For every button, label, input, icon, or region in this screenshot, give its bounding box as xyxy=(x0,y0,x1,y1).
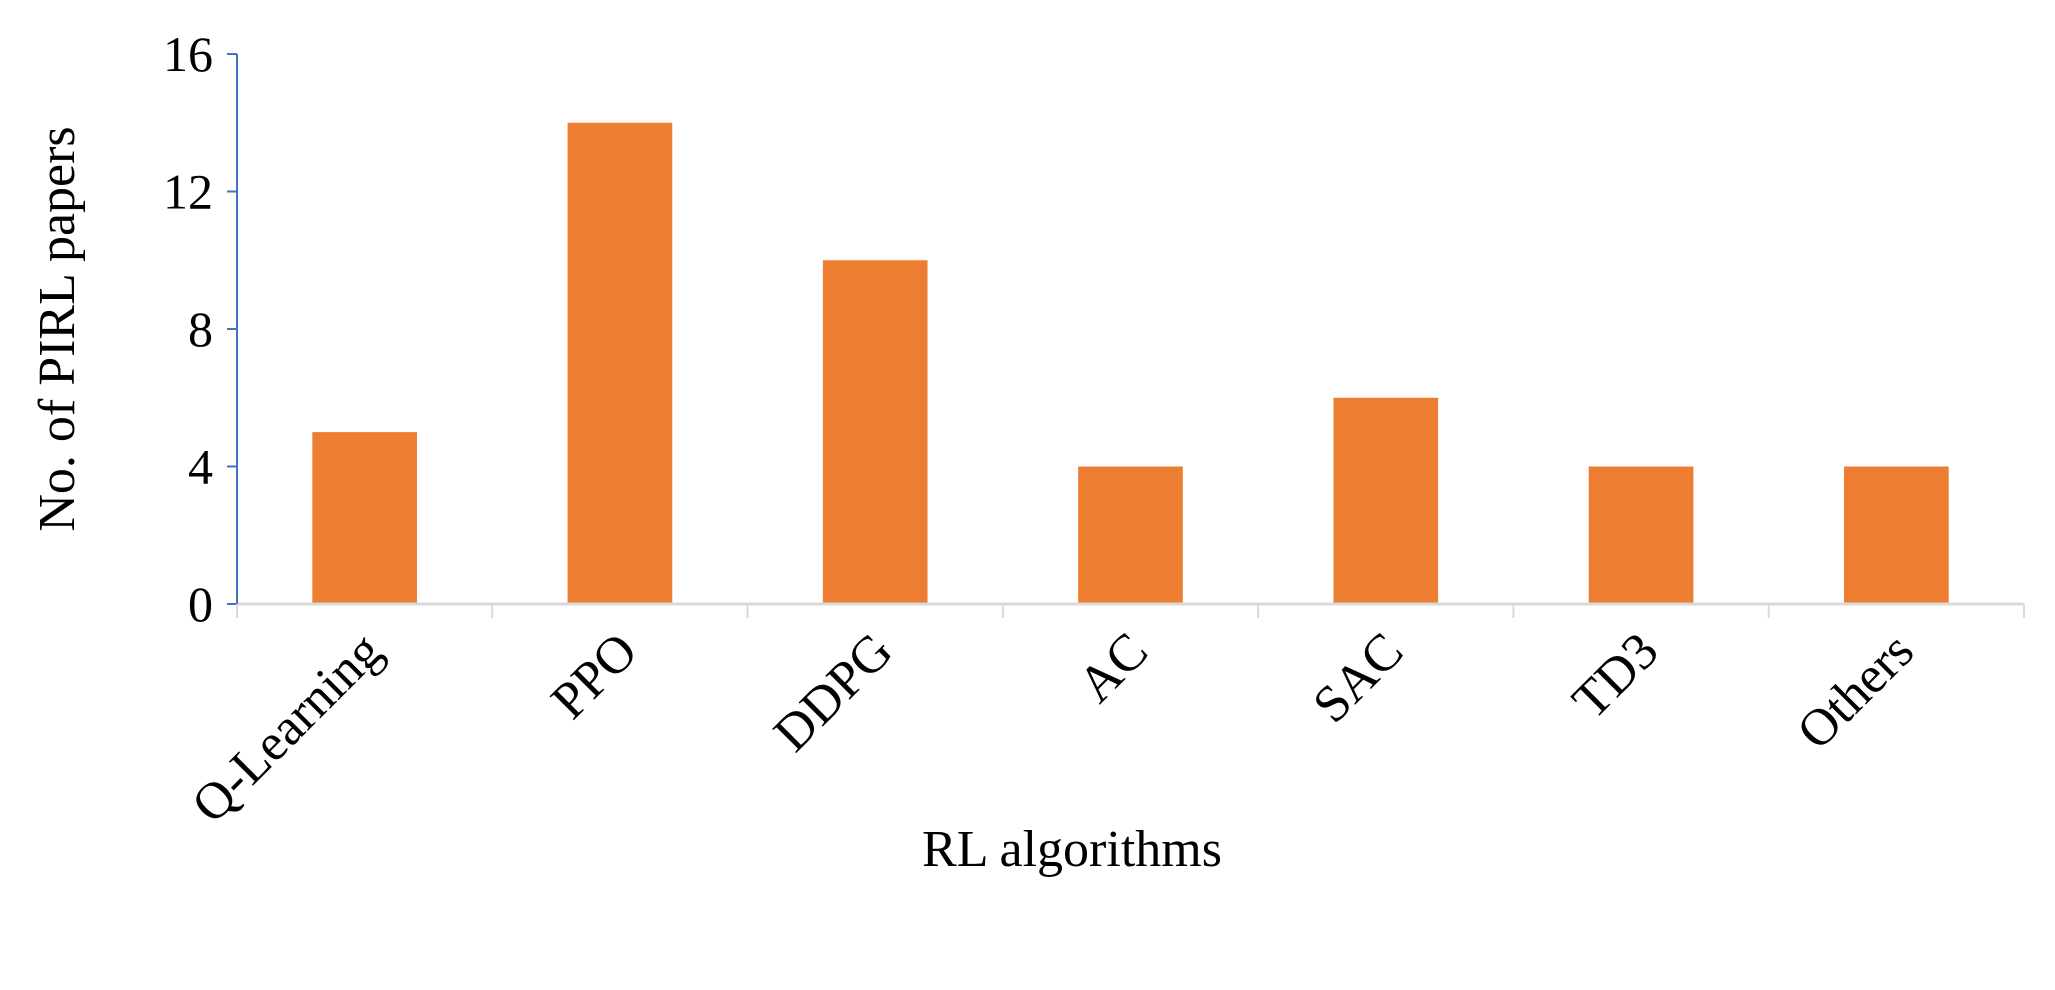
x-tick-label: AC xyxy=(1068,622,1159,713)
x-tick-label: Others xyxy=(1787,622,1925,760)
bar xyxy=(1844,466,1949,604)
bar xyxy=(822,260,928,604)
bar xyxy=(567,122,673,604)
x-tick-label: PPO xyxy=(541,622,649,730)
bar xyxy=(1333,397,1439,604)
x-tick-label: TD3 xyxy=(1562,622,1670,730)
y-axis-label: No. of PIRL papers xyxy=(29,126,86,531)
bar xyxy=(1588,466,1694,604)
y-tick-label: 0 xyxy=(188,576,213,632)
x-axis-label: RL algorithms xyxy=(922,821,1222,878)
y-tick-label: 4 xyxy=(188,439,213,495)
y-tick-label: 12 xyxy=(163,164,213,220)
x-tick-label: Q-Learning xyxy=(181,622,393,834)
x-tick-label: SAC xyxy=(1302,622,1414,734)
bar xyxy=(1078,466,1183,604)
bar xyxy=(312,432,417,604)
y-tick-label: 16 xyxy=(163,26,213,82)
x-tick-label: DDPG xyxy=(763,622,903,762)
y-tick-label: 8 xyxy=(188,301,213,357)
